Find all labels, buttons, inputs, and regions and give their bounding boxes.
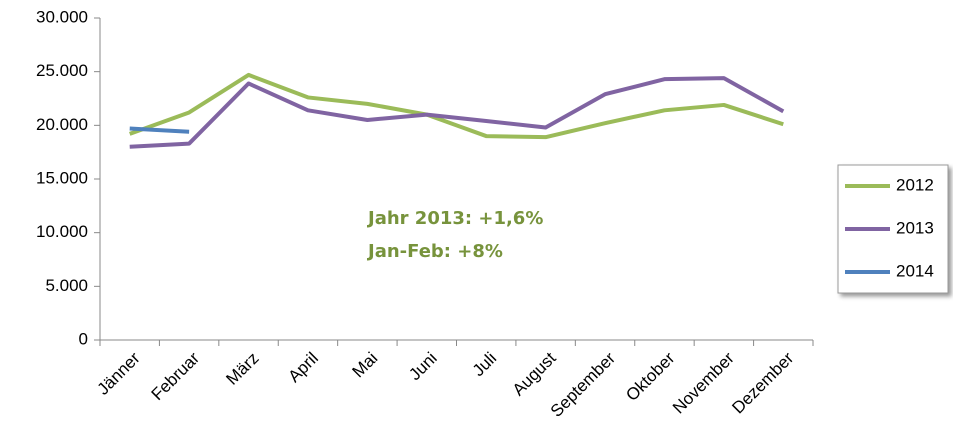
x-tick-label: März [222,349,262,389]
x-tick-label: September [547,348,619,420]
y-tick-label: 30.000 [36,7,88,26]
x-tick-label: November [669,348,738,417]
y-tick-label: 10.000 [36,222,88,241]
x-tick-label: Juli [469,349,500,380]
annotation: Jan-Feb: +8% [366,241,503,262]
x-tick-label: Mai [349,349,382,382]
x-tick-label: Juni [405,349,440,384]
y-tick-label: 25.000 [36,61,88,80]
legend-label: 2013 [896,218,934,237]
series-line [129,76,785,149]
y-tick-label: 5.000 [45,276,88,295]
x-tick-label: August [509,348,560,399]
legend-label: 2012 [896,175,934,194]
x-tick-label: Februar [148,348,204,404]
x-tick-label: Jänner [94,348,144,398]
y-tick-label: 15.000 [36,168,88,187]
series-line [129,72,784,140]
y-tick-label: 20.000 [36,115,88,134]
x-tick-label: Dezember [728,348,797,417]
x-tick-label: April [284,349,321,386]
legend-label: 2014 [896,261,934,280]
annotation: Jahr 2013: +1,6% [366,208,543,229]
x-tick-label: Oktober [622,348,678,404]
series-line [129,126,190,134]
y-tick-label: 0 [79,329,88,348]
